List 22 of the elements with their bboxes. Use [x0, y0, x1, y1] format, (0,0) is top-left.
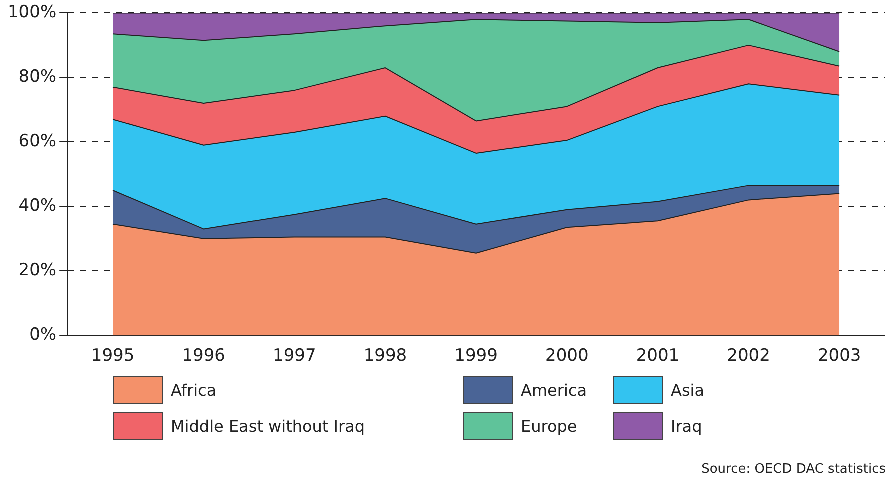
x-tick-label: 2003: [818, 346, 862, 366]
legend-label: Asia: [671, 380, 705, 400]
x-tick-label: 1999: [454, 346, 498, 366]
y-tick-label: 80%: [18, 67, 57, 88]
x-tick-label: 1995: [91, 346, 135, 366]
legend-label: America: [521, 380, 587, 400]
y-tick-label: 40%: [18, 196, 57, 216]
x-tick-label: 1996: [182, 346, 226, 366]
text: Africa: [171, 380, 217, 400]
x-tick-label: 2001: [636, 346, 680, 366]
y-tick-label: 60%: [18, 132, 57, 152]
source-note: Source: OECD DAC statistics: [702, 462, 886, 477]
x-tick-label: 1997: [273, 346, 316, 366]
y-tick-label: 0%: [30, 325, 57, 346]
y-tick-label: 100%: [8, 2, 57, 23]
x-tick-label: 1998: [364, 346, 408, 366]
x-tick-label: 2002: [727, 346, 770, 366]
x-tick-label: 2000: [545, 346, 589, 366]
legend-label: Middle East without Iraq: [171, 416, 366, 436]
legend-label: Iraq: [671, 416, 702, 436]
legend-label: Europe: [521, 416, 578, 436]
y-tick-label: 20%: [18, 260, 57, 281]
